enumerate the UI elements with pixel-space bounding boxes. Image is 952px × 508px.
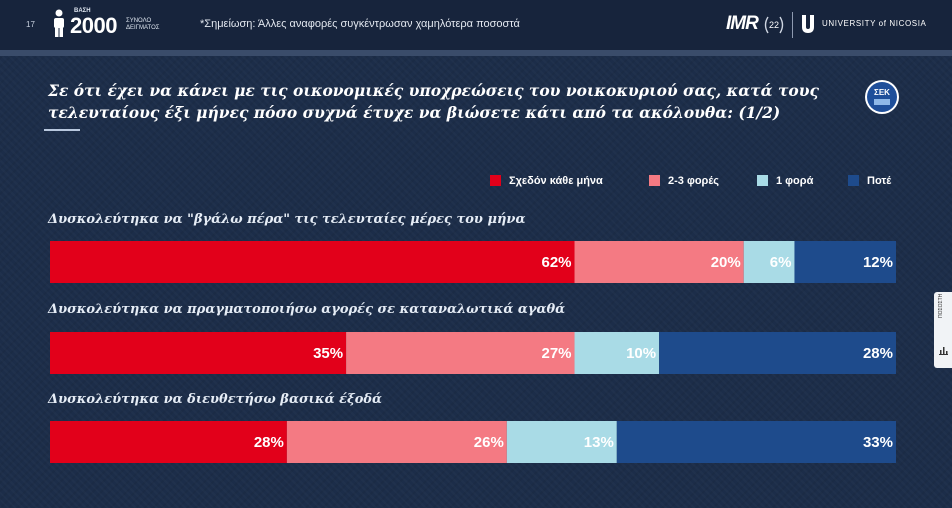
sek-logo: ΣΕΚ	[865, 80, 899, 114]
value-label-row1-series3: 28%	[863, 345, 893, 362]
legend-label-3: Ποτέ	[867, 175, 892, 187]
anniversary-wreath-icon: 22	[764, 16, 784, 34]
title-underline	[44, 129, 80, 131]
bar-row0-series1	[574, 241, 744, 283]
chart-title: Σε ότι έχει να κάνει με τις οικονομικές …	[48, 81, 819, 122]
bar-chart-icon	[939, 347, 948, 355]
person-icon	[54, 9, 64, 37]
header-bar: 17 ΒΑΣΗ 2000 ΣΥΝΟΛΟ ΔΕΙΓΜΑΤΟΣ *Σημείωση:…	[0, 0, 952, 50]
note-text: *Σημείωση: Άλλες αναφορές συγκέντρωσαν χ…	[200, 18, 520, 30]
value-label-row0-series1: 20%	[711, 254, 741, 271]
legend-swatch-1	[649, 175, 660, 186]
value-label-row1-series1: 27%	[541, 345, 571, 362]
legend-label-0: Σχεδόν κάθε μήνα	[509, 175, 603, 187]
bar-row2-series1	[286, 421, 507, 463]
bar-row2-series0	[50, 421, 287, 463]
bar-row0-series0	[50, 241, 575, 283]
university-logo-icon	[802, 15, 814, 33]
legend-swatch-0	[490, 175, 501, 186]
university-name: UNIVERSITY of NICOSIA	[822, 19, 927, 28]
anniversary-number: 22	[769, 20, 779, 30]
legend-label-1: 2-3 φορές	[668, 175, 720, 187]
row-label-1: Δυσκολεύτηκα να πραγματοποιήσω αγορές σε…	[48, 302, 566, 317]
bar-row2-series3	[616, 421, 896, 463]
value-label-row0-series2: 6%	[770, 254, 792, 271]
sek-logo-text: ΣΕΚ	[874, 88, 890, 97]
base-value: 2000	[70, 13, 117, 38]
side-tab-label: ΠΟΣΟΣΤΗ	[938, 293, 944, 318]
value-label-row0-series0: 62%	[541, 254, 571, 271]
header-divider	[792, 12, 793, 38]
bar-row1-series0	[50, 332, 347, 374]
bar-row0-series2	[743, 241, 795, 283]
legend-label-2: 1 φορά	[776, 175, 814, 187]
bar-row1-series1	[346, 332, 575, 374]
bar-row0-series3	[794, 241, 896, 283]
legend-swatch-3	[848, 175, 859, 186]
value-label-row2-series0: 28%	[254, 434, 284, 451]
imr-logo: IMR	[726, 13, 759, 34]
side-tab[interactable]: ΠΟΣΟΣΤΗ	[934, 292, 952, 368]
bar-row1-series3	[659, 332, 896, 374]
value-label-row2-series2: 13%	[584, 434, 614, 451]
value-label-row2-series3: 33%	[863, 434, 893, 451]
value-label-row1-series0: 35%	[313, 345, 343, 362]
value-label-row1-series2: 10%	[626, 345, 656, 362]
legend-swatch-2	[757, 175, 768, 186]
row-label-2: Δυσκολεύτηκα να διευθετήσω βασικά έξοδά	[48, 392, 383, 407]
row-label-0: Δυσκολεύτηκα να "βγάλω πέρα" τις τελευτα…	[48, 212, 526, 227]
bar-row2-series2	[506, 421, 617, 463]
header-stripe	[0, 50, 952, 56]
bar-row1-series2	[574, 332, 660, 374]
page-number: 17	[26, 20, 35, 29]
value-label-row0-series3: 12%	[863, 254, 893, 271]
sample-label: ΣΥΝΟΛΟ ΔΕΙΓΜΑΤΟΣ	[126, 18, 160, 31]
base-label: ΒΑΣΗ	[74, 8, 91, 14]
value-label-row2-series1: 26%	[474, 434, 504, 451]
